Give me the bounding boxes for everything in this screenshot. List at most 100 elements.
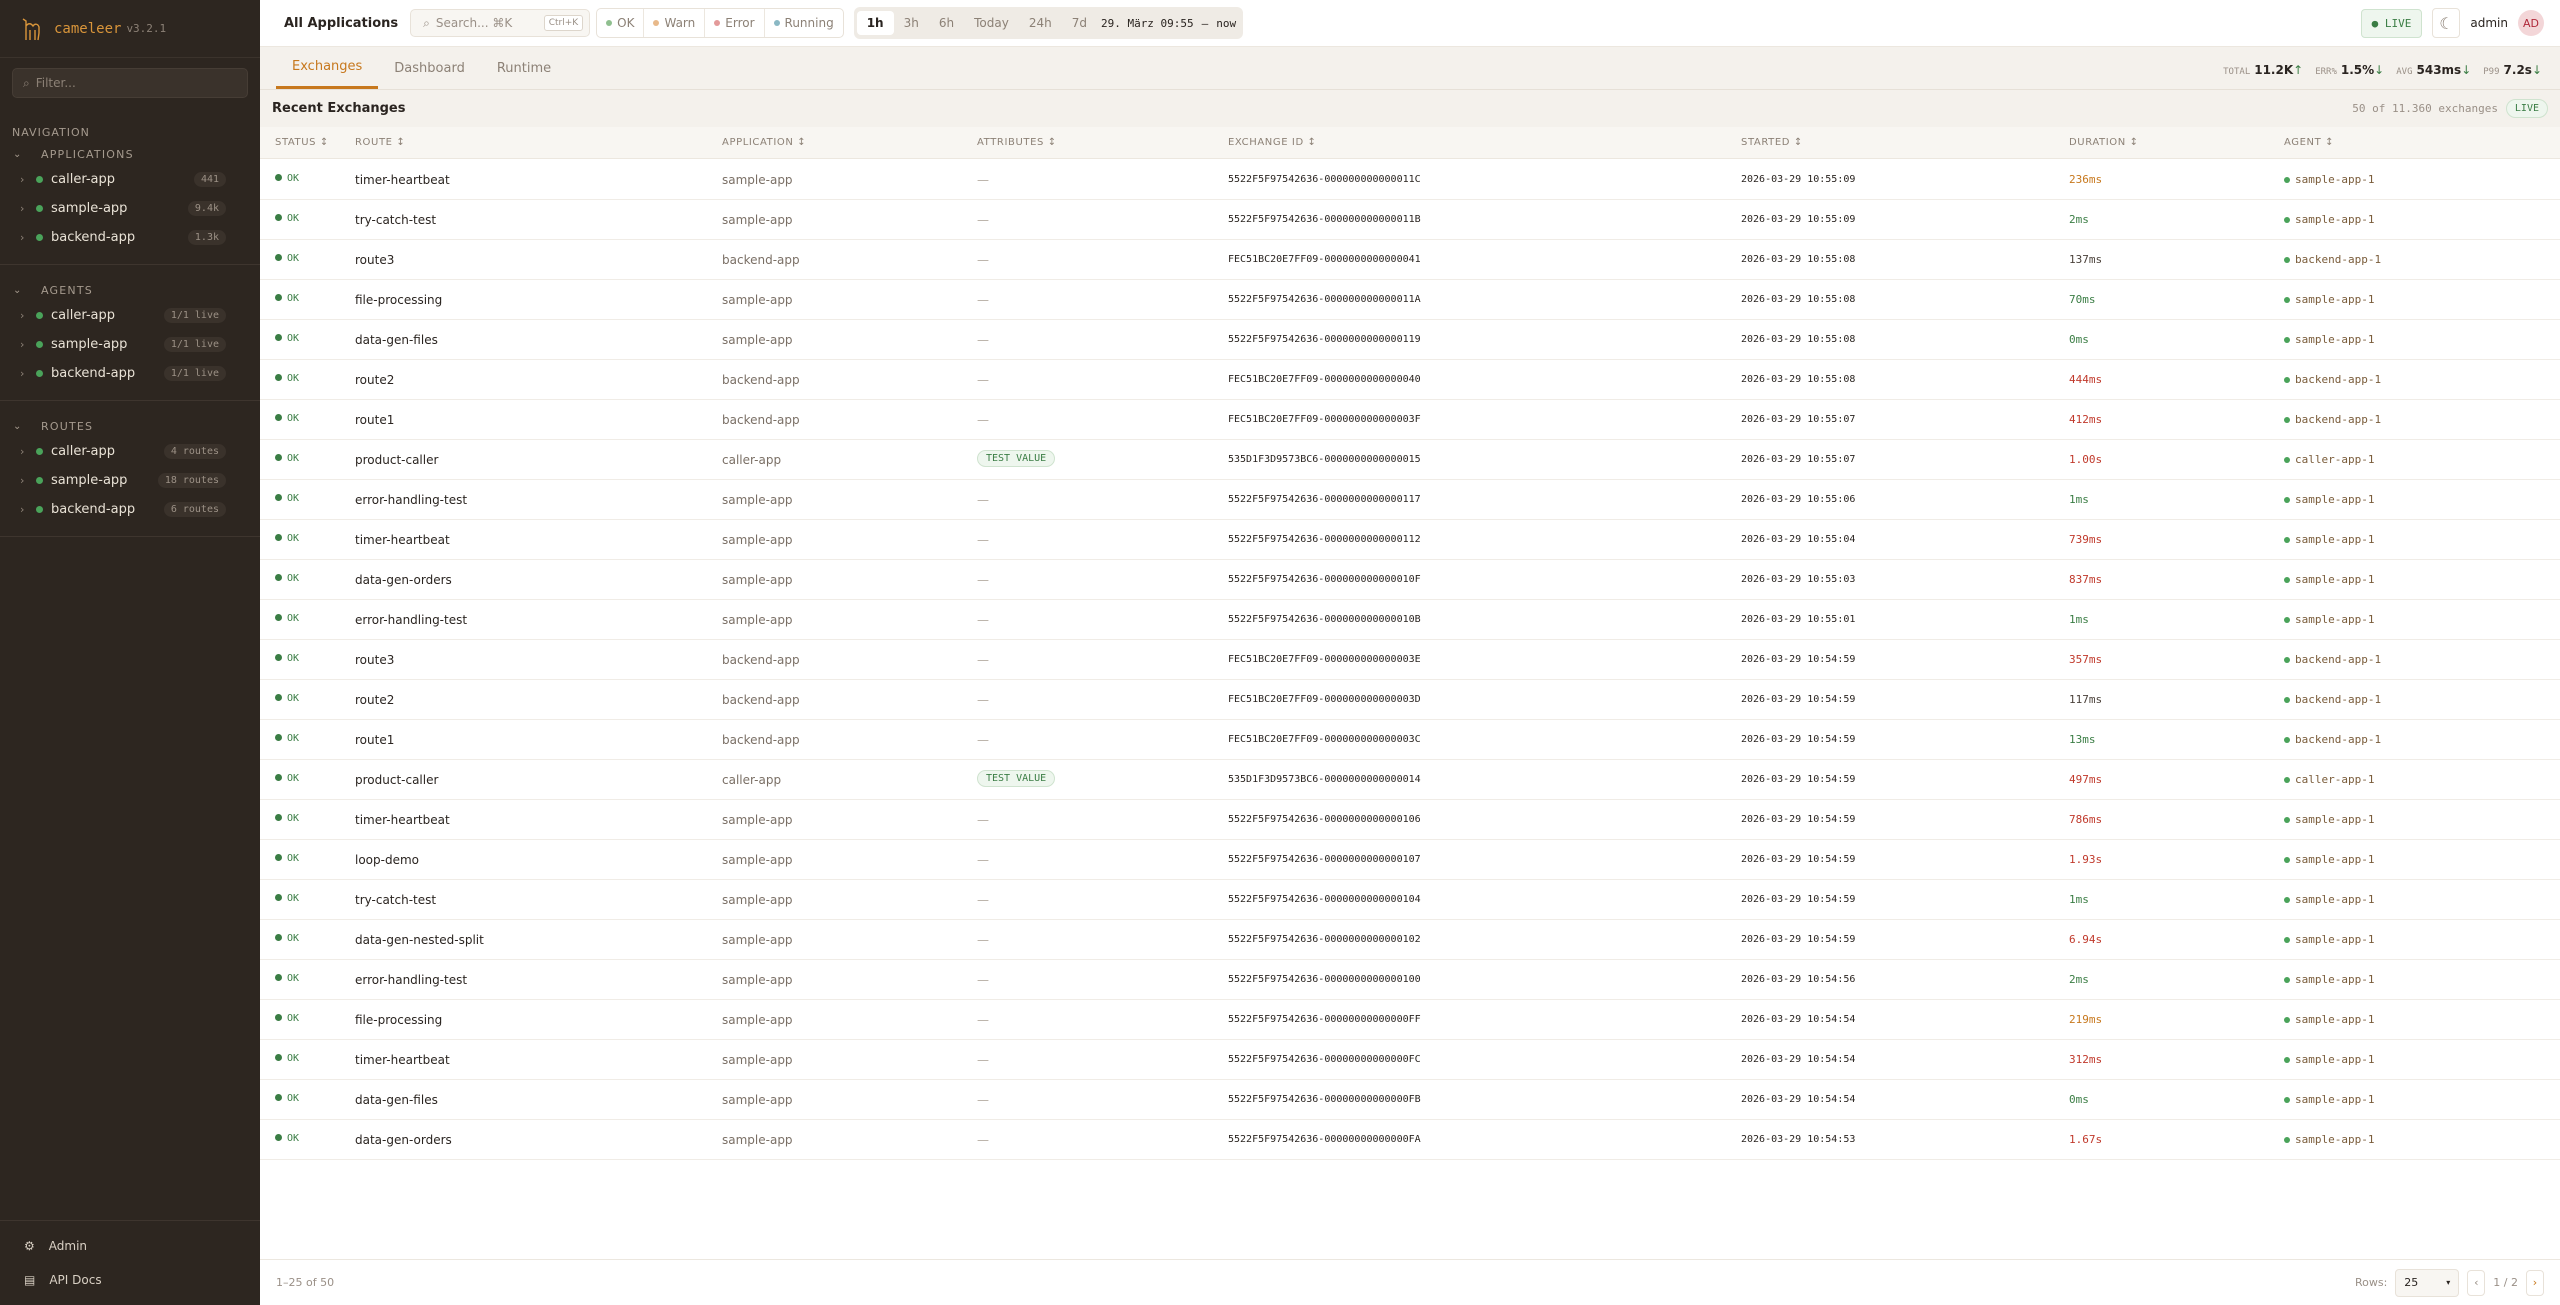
filter-error[interactable]: Error [705, 9, 765, 37]
exchange-id[interactable]: 5522F5F97542636-00000000000000FC [1228, 1054, 1421, 1065]
time-range-sep[interactable]: – [1201, 16, 1209, 30]
app-scope-title[interactable]: All Applications [284, 15, 399, 31]
agent-link[interactable]: backend-app-1 [2284, 373, 2381, 386]
route-name[interactable]: data-gen-nested-split [355, 933, 484, 947]
agent-link[interactable]: backend-app-1 [2284, 413, 2381, 426]
exchange-id[interactable]: FEC51BC20E7FF09-000000000000003E [1228, 654, 1421, 665]
exchange-id[interactable]: 5522F5F97542636-0000000000000119 [1228, 334, 1421, 345]
agent-link[interactable]: sample-app-1 [2284, 1133, 2374, 1146]
exchange-id[interactable]: 5522F5F97542636-00000000000000FB [1228, 1094, 1421, 1105]
route-name[interactable]: try-catch-test [355, 213, 437, 227]
range-6h[interactable]: 6h [938, 16, 955, 30]
agent-link[interactable]: backend-app-1 [2284, 693, 2381, 706]
table-row[interactable]: OK route2 backend-app — FEC51BC20E7FF09-0000… [260, 680, 2560, 720]
table-row[interactable]: OK try-catch-test sample-app — 5522F5F975426… [260, 200, 2560, 240]
global-search[interactable]: ⌕ Search... ⌘K Ctrl+K [410, 9, 591, 37]
exchange-id[interactable]: 535D1F3D9573BC6-0000000000000015 [1228, 454, 1421, 465]
tab-exchanges[interactable]: Exchanges [276, 47, 379, 89]
route-name[interactable]: timer-heartbeat [355, 533, 450, 547]
table-row[interactable]: OK try-catch-test sample-app — 5522F5F975426… [260, 880, 2560, 920]
route-name[interactable]: timer-heartbeat [355, 813, 450, 827]
table-row[interactable]: OK route2 backend-app — FEC51BC20E7FF09-0000… [260, 360, 2560, 400]
column-header[interactable]: AGENT ↕ [2284, 137, 2335, 148]
avatar[interactable]: AD [2518, 10, 2544, 36]
route-name[interactable]: route3 [355, 653, 395, 667]
exchange-id[interactable]: 5522F5F97542636-0000000000000117 [1228, 494, 1421, 505]
filter-warn[interactable]: Warn [644, 9, 706, 37]
column-header[interactable]: STATUS ↕ [275, 137, 329, 148]
route-name[interactable]: error-handling-test [355, 973, 468, 987]
route-name[interactable]: timer-heartbeat [355, 1053, 450, 1067]
exchange-id[interactable]: 5522F5F97542636-0000000000000100 [1228, 974, 1421, 985]
time-range-from[interactable]: 29. März 09:55 [1100, 16, 1194, 30]
sidebar-item-caller-app[interactable]: › caller-app 1/1 live [0, 301, 260, 330]
route-name[interactable]: route2 [355, 693, 395, 707]
agent-link[interactable]: caller-app-1 [2284, 453, 2374, 466]
next-page-button[interactable]: › [2526, 1269, 2544, 1296]
exchange-id[interactable]: FEC51BC20E7FF09-000000000000003D [1228, 694, 1421, 705]
sidebar-item-sample-app[interactable]: › sample-app 18 routes [0, 466, 260, 495]
theme-toggle-moon-icon[interactable]: ☾ [2432, 8, 2461, 38]
route-name[interactable]: data-gen-files [355, 333, 438, 347]
route-name[interactable]: data-gen-orders [355, 1133, 452, 1147]
sidebar-item-caller-app[interactable]: › caller-app 4 routes [0, 437, 260, 466]
agent-link[interactable]: sample-app-1 [2284, 1053, 2374, 1066]
route-name[interactable]: timer-heartbeat [355, 173, 450, 187]
range-today[interactable]: Today [974, 16, 1009, 30]
agent-link[interactable]: sample-app-1 [2284, 213, 2374, 226]
route-name[interactable]: try-catch-test [355, 893, 437, 907]
sidebar-item-sample-app[interactable]: › sample-app 9.4k [0, 194, 260, 223]
brand[interactable]: cameleer v3.2.1 [0, 0, 260, 58]
column-header[interactable]: APPLICATION ↕ [722, 137, 807, 148]
column-header[interactable]: STARTED ↕ [1741, 137, 1803, 148]
table-row[interactable]: OK route1 backend-app — FEC51BC20E7FF09-0000… [260, 720, 2560, 760]
filter-running[interactable]: Running [765, 9, 843, 37]
exchange-id[interactable]: 5522F5F97542636-000000000000010F [1228, 574, 1421, 585]
filter-ok[interactable]: OK [597, 9, 645, 37]
tab-dashboard[interactable]: Dashboard [394, 60, 465, 76]
exchange-id[interactable]: 5522F5F97542636-0000000000000102 [1228, 934, 1421, 945]
table-row[interactable]: OK product-caller caller-app TEST VALUE 535D… [260, 760, 2560, 800]
route-name[interactable]: product-caller [355, 773, 439, 787]
table-row[interactable]: OK file-processing sample-app — 5522F5F97542… [260, 1000, 2560, 1040]
route-name[interactable]: route1 [355, 733, 395, 747]
route-name[interactable]: route1 [355, 413, 395, 427]
column-header[interactable]: EXCHANGE ID ↕ [1228, 137, 1317, 148]
exchange-id[interactable]: 5522F5F97542636-0000000000000112 [1228, 534, 1421, 545]
exchange-id[interactable]: 5522F5F97542636-0000000000000106 [1228, 814, 1421, 825]
agent-link[interactable]: backend-app-1 [2284, 253, 2381, 266]
agent-link[interactable]: sample-app-1 [2284, 853, 2374, 866]
route-name[interactable]: data-gen-orders [355, 573, 452, 587]
exchange-id[interactable]: 5522F5F97542636-00000000000000FF [1228, 1014, 1421, 1025]
route-name[interactable]: route3 [355, 253, 395, 267]
section-header[interactable]: ⌄ AGENTS [0, 279, 260, 301]
agent-link[interactable]: sample-app-1 [2284, 333, 2374, 346]
tab-runtime[interactable]: Runtime [496, 60, 552, 76]
table-row[interactable]: OK data-gen-files sample-app — 5522F5F975426… [260, 1080, 2560, 1120]
range-7d[interactable]: 7d [1071, 16, 1087, 30]
column-header[interactable]: ATTRIBUTES ↕ [977, 137, 1057, 148]
sidebar-item-backend-app[interactable]: › backend-app 1/1 live [0, 359, 260, 388]
exchange-id[interactable]: 535D1F3D9573BC6-0000000000000014 [1228, 774, 1421, 785]
column-header[interactable]: ROUTE ↕ [355, 137, 406, 148]
table-row[interactable]: OK error-handling-test sample-app — 5522F5F9… [260, 480, 2560, 520]
table-row[interactable]: OK data-gen-files sample-app — 5522F5F975426… [260, 320, 2560, 360]
route-name[interactable]: error-handling-test [355, 613, 468, 627]
table-row[interactable]: OK data-gen-nested-split sample-app — 5522F5… [260, 920, 2560, 960]
agent-link[interactable]: sample-app-1 [2284, 173, 2374, 186]
table-row[interactable]: OK error-handling-test sample-app — 5522F5F9… [260, 600, 2560, 640]
exchange-id[interactable]: 5522F5F97542636-000000000000010B [1228, 614, 1421, 625]
agent-link[interactable]: backend-app-1 [2284, 733, 2381, 746]
table-row[interactable]: OK route3 backend-app — FEC51BC20E7FF09-0000… [260, 240, 2560, 280]
exchange-id[interactable]: 5522F5F97542636-000000000000011C [1228, 174, 1421, 185]
sidebar-item-backend-app[interactable]: › backend-app 1.3k [0, 223, 260, 252]
sidebar-filter-input[interactable]: ⌕ Filter... [12, 68, 248, 98]
agent-link[interactable]: sample-app-1 [2284, 613, 2374, 626]
agent-link[interactable]: sample-app-1 [2284, 1093, 2374, 1106]
sidebar-item-backend-app[interactable]: › backend-app 6 routes [0, 495, 260, 524]
agent-link[interactable]: sample-app-1 [2284, 533, 2374, 546]
route-name[interactable]: error-handling-test [355, 493, 468, 507]
section-header[interactable]: ⌄ APPLICATIONS [0, 143, 260, 165]
exchange-id[interactable]: 5522F5F97542636-00000000000000FA [1228, 1134, 1421, 1145]
agent-link[interactable]: sample-app-1 [2284, 493, 2374, 506]
